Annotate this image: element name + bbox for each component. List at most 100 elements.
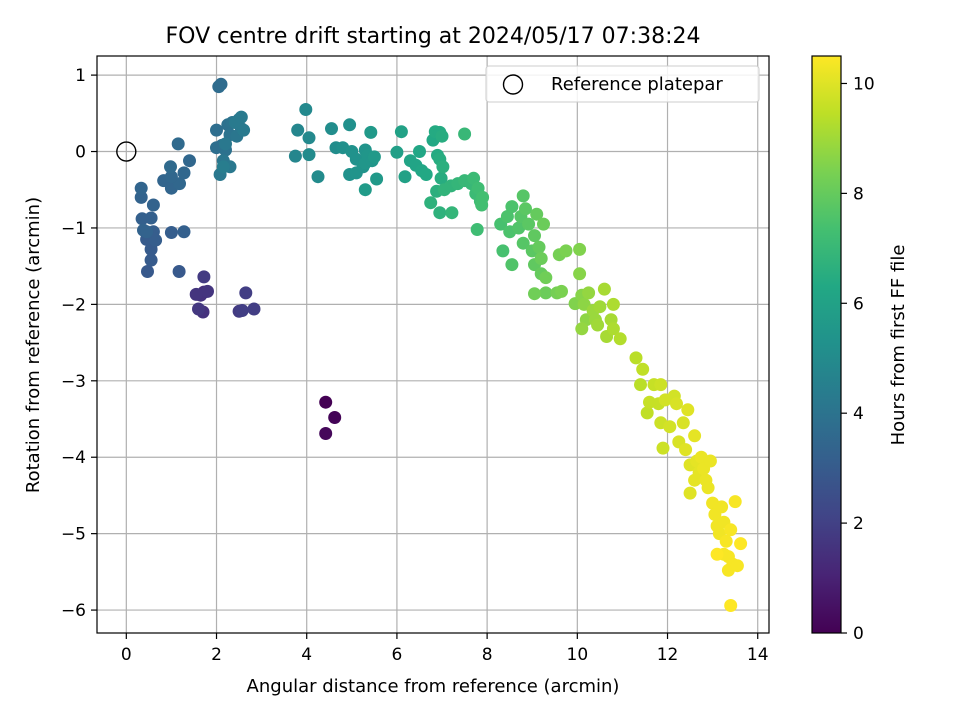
data-point — [701, 481, 715, 495]
data-point — [234, 110, 248, 124]
data-point — [528, 229, 541, 243]
x-axis-ticks: 0 2 4 6 8 10 12 14 — [121, 633, 769, 665]
data-point — [505, 258, 519, 272]
data-point — [528, 287, 541, 301]
data-point — [715, 500, 729, 514]
data-point — [683, 486, 697, 500]
legend-entry-reference-platepar: Reference platepar — [551, 74, 723, 95]
data-point — [134, 190, 148, 204]
data-point — [183, 154, 196, 168]
data-point — [734, 537, 748, 551]
data-point — [656, 441, 670, 455]
data-point — [319, 395, 333, 409]
data-point — [146, 198, 160, 212]
data-point — [670, 397, 683, 411]
data-point — [703, 454, 717, 468]
data-point — [144, 253, 158, 267]
x-tick-label: 14 — [747, 645, 769, 665]
data-point — [575, 322, 589, 336]
data-point — [606, 297, 620, 311]
data-point — [532, 240, 546, 254]
data-point — [519, 202, 532, 216]
data-point — [164, 170, 178, 184]
data-point — [424, 196, 438, 210]
y-tick-label: −4 — [61, 448, 86, 468]
data-point — [458, 127, 472, 141]
data-point — [177, 225, 191, 239]
data-point — [398, 170, 412, 184]
data-point — [496, 244, 510, 258]
data-point — [606, 322, 620, 336]
data-point — [247, 302, 261, 316]
data-point — [319, 427, 333, 440]
data-point — [164, 160, 177, 174]
data-point — [435, 129, 449, 143]
legend-box — [485, 65, 760, 103]
colorbar-tick-label: 4 — [853, 404, 864, 424]
data-point — [470, 223, 484, 236]
data-point — [328, 411, 342, 424]
data-point — [663, 420, 677, 434]
data-point — [140, 225, 154, 239]
x-tick-label: 2 — [211, 645, 222, 665]
data-point — [434, 171, 448, 185]
data-point — [728, 495, 742, 509]
data-point — [216, 160, 230, 174]
data-point — [591, 318, 605, 332]
colorbar-label: Hours from first FF file — [888, 245, 909, 446]
colorbar-tick-label: 2 — [853, 514, 864, 534]
colorbar-tick-label: 6 — [853, 294, 864, 314]
data-point — [134, 181, 148, 195]
data-point — [654, 378, 668, 392]
data-point — [214, 77, 228, 91]
data-point — [573, 242, 587, 256]
data-point — [640, 406, 654, 420]
data-point — [394, 125, 408, 139]
data-point — [302, 131, 316, 145]
y-tick-label: −5 — [61, 525, 86, 545]
colorbar-tick-label: 10 — [853, 74, 875, 94]
data-point — [436, 160, 450, 174]
data-point — [299, 103, 313, 116]
data-point — [505, 200, 519, 214]
data-point — [358, 183, 372, 197]
data-point — [679, 443, 693, 457]
colorbar-tick-label: 0 — [853, 624, 864, 644]
data-point — [302, 148, 316, 162]
y-axis-label: Rotation from reference (arcmin) — [23, 197, 44, 493]
data-point — [710, 547, 724, 561]
y-tick-label: 0 — [75, 143, 86, 163]
data-point — [593, 300, 607, 314]
data-point — [189, 287, 203, 301]
data-point — [516, 236, 530, 250]
data-point — [681, 403, 695, 417]
data-point — [573, 267, 587, 281]
data-point — [537, 217, 550, 231]
legend-marker-icon — [502, 74, 524, 95]
x-tick-label: 4 — [301, 645, 312, 665]
data-point — [343, 118, 357, 132]
data-point — [719, 534, 733, 548]
data-point — [177, 166, 191, 180]
data-point — [512, 221, 526, 235]
y-axis-ticks: 1 0 −1 −2 −3 −4 −5 −6 — [61, 66, 97, 621]
x-tick-label: 12 — [657, 645, 679, 665]
y-tick-label: −1 — [61, 219, 86, 239]
data-point — [676, 416, 690, 430]
x-axis-label: Angular distance from reference (arcmin) — [247, 676, 620, 697]
x-tick-label: 6 — [392, 645, 403, 665]
data-point — [730, 559, 744, 573]
data-point — [311, 170, 325, 184]
data-point — [555, 284, 568, 298]
x-tick-label: 0 — [121, 645, 132, 665]
data-point — [367, 150, 381, 164]
data-point — [197, 270, 211, 284]
data-point — [724, 599, 738, 612]
data-point — [559, 244, 573, 258]
colorbar: 0 2 4 6 8 10 Hours from first FF file — [811, 55, 909, 644]
data-point — [164, 226, 178, 239]
data-point — [237, 123, 251, 137]
data-point — [288, 149, 302, 163]
colorbar-gradient — [811, 55, 842, 634]
